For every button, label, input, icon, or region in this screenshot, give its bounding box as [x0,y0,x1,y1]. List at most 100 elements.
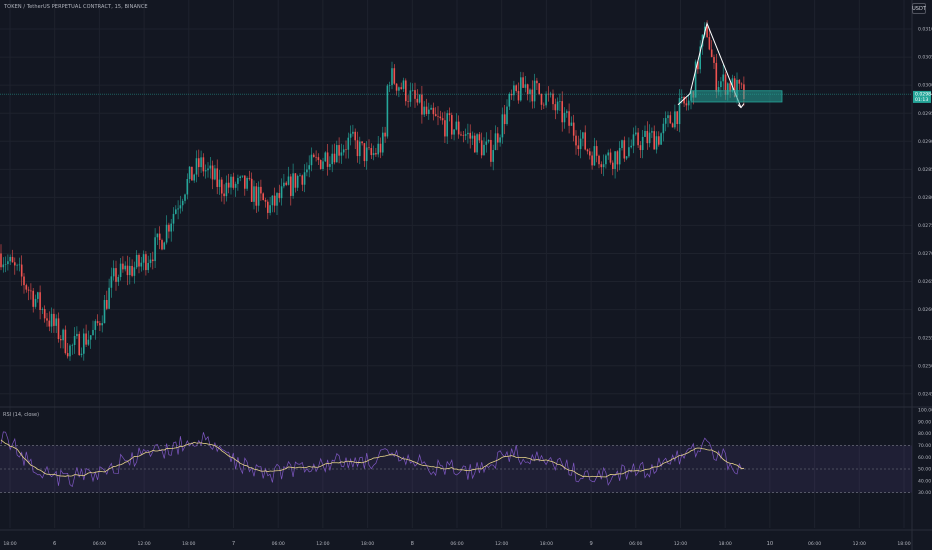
candle-body [80,353,83,356]
candle-body [361,141,363,144]
candle-body [485,141,488,145]
candle-body [124,265,126,270]
price-axis-tick: 0.02900 [918,139,932,145]
candle-body [522,77,524,88]
candle-body [434,114,437,117]
candle-body [402,80,405,89]
candle-body [110,276,113,288]
triangle-drawing [677,21,742,108]
candle-body [589,151,591,156]
candle-body [425,106,428,115]
candle-body [163,242,166,250]
candle-body [428,109,430,115]
candle-body [720,81,722,88]
candle-body [262,193,264,201]
candle-body [117,277,120,282]
candle-body [738,79,741,84]
candle-body [646,130,649,144]
candle-body [11,256,14,263]
candle-body [64,329,67,354]
candle-body [158,233,161,241]
candle-body [73,336,76,345]
candle-body [131,265,133,276]
currency-button[interactable]: USDT [912,3,926,14]
candle-body [421,94,423,115]
candle-body [152,259,154,262]
candle-body [391,68,393,86]
candle-body [168,224,170,232]
candle-body [230,176,232,188]
candle-body [92,329,94,336]
candle-body [14,262,16,266]
candle-body [50,313,53,327]
time-axis-tick: 12:00 [137,541,150,547]
candle-body [313,154,315,157]
candle-body [57,318,60,340]
candle-body [62,329,64,341]
candle-body [209,165,212,169]
candle-body [607,152,609,156]
candle-body [292,173,294,196]
candle-body [708,37,711,50]
candle-body [303,172,306,185]
time-axis-tick: 6 [53,541,56,547]
time-axis-tick: 7 [232,541,235,547]
candle-body [418,94,421,103]
candle-body [147,263,149,271]
candle-body [287,176,290,185]
candle-body [568,111,570,126]
time-axis-tick: 06:00 [629,541,642,547]
candle-body [241,175,244,177]
candle-body [200,157,202,168]
support-zone-box [690,90,783,103]
candle-body [386,85,389,137]
last-price-value: 0.02984 [915,91,932,97]
candle-body [448,113,451,116]
price-axis-tick: 0.02800 [918,195,932,201]
candle-body [66,353,69,357]
candle-body [559,101,561,102]
candle-body [352,131,354,134]
candle-body [202,157,205,172]
candle-body [290,176,292,196]
candle-body [487,139,490,142]
candle-body [446,113,448,137]
candle-body [526,84,529,94]
candle-body [552,93,554,105]
candle-body [269,205,271,213]
candle-body [529,89,531,94]
candle-body [94,321,97,330]
candle-body [674,111,676,128]
candle-body [623,140,626,159]
candle-body [676,111,678,125]
candle-body [616,151,619,165]
candle-body [329,164,331,167]
candle-body [733,78,736,97]
candle-body [69,345,71,357]
candle-body [306,169,308,173]
candle-body [460,134,462,136]
candle-body [681,96,683,99]
candle-body [533,80,536,102]
candle-body [126,265,129,276]
candle-body [34,298,37,307]
candle-body [103,299,106,324]
candle-body [234,183,237,188]
candle-body [400,87,402,89]
candle-body [142,254,145,263]
candle-body [76,333,78,337]
candle-body [469,132,471,139]
time-axis-tick: 10 [767,541,774,547]
price-axis-tick: 0.02650 [918,279,932,285]
candle-body [333,153,336,163]
candle-body [239,176,241,179]
candle-body [540,93,543,105]
candle-body [264,200,267,202]
candle-body [246,177,248,189]
candle-body [545,93,547,106]
candle-body [384,132,386,137]
candle-body [388,85,391,86]
candle-body [30,290,32,292]
candle-body [53,313,55,326]
